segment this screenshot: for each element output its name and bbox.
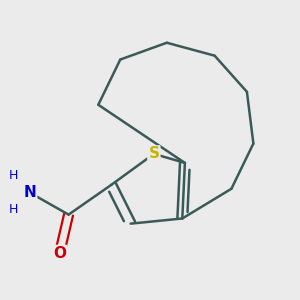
Text: H: H: [8, 169, 18, 182]
Text: O: O: [53, 246, 66, 261]
Text: H: H: [8, 203, 18, 216]
Text: S: S: [148, 146, 159, 161]
Text: N: N: [23, 185, 36, 200]
